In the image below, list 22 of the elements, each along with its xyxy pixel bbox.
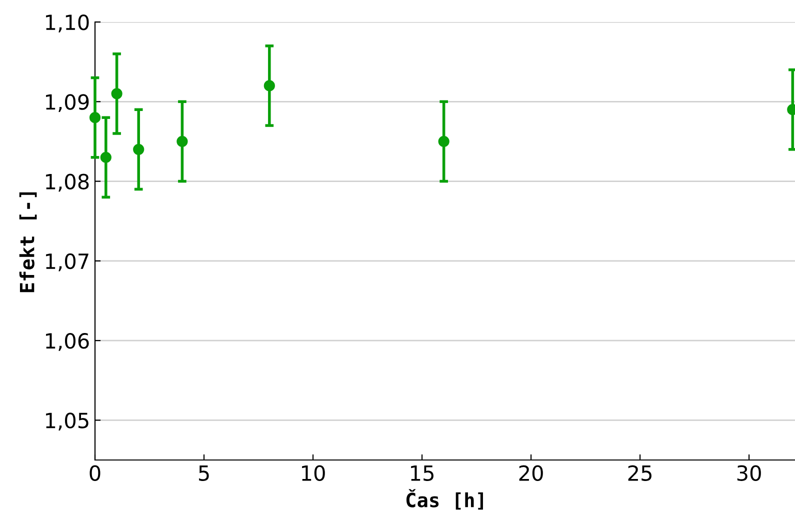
point — [89, 112, 101, 124]
y-tick-label: 1,10 — [46, 14, 89, 32]
x-tick-label: 25 — [628, 465, 652, 481]
y-tick-label: 1,09 — [46, 94, 89, 112]
x-axis-title: Čas [h] — [406, 489, 483, 510]
point — [133, 144, 144, 155]
point — [438, 136, 450, 148]
y-tick-label: 1,08 — [46, 174, 89, 192]
x-tick-label: 30 — [737, 465, 761, 481]
y-tick-label: 1,07 — [46, 253, 88, 272]
x-tick-label: 10 — [302, 465, 325, 481]
x-tick-label: 15 — [411, 466, 434, 481]
point — [264, 80, 275, 92]
y-tick-label: 1,06 — [46, 333, 89, 351]
point — [111, 88, 122, 100]
x-tick-label: 0 — [90, 465, 100, 481]
x-tick-label: 20 — [519, 465, 543, 481]
point — [100, 152, 112, 163]
y-axis-title: Efekt [-] — [19, 192, 37, 292]
point — [176, 136, 188, 148]
y-tick-label: 1,05 — [46, 412, 88, 431]
x-tick-label: 5 — [198, 466, 209, 481]
